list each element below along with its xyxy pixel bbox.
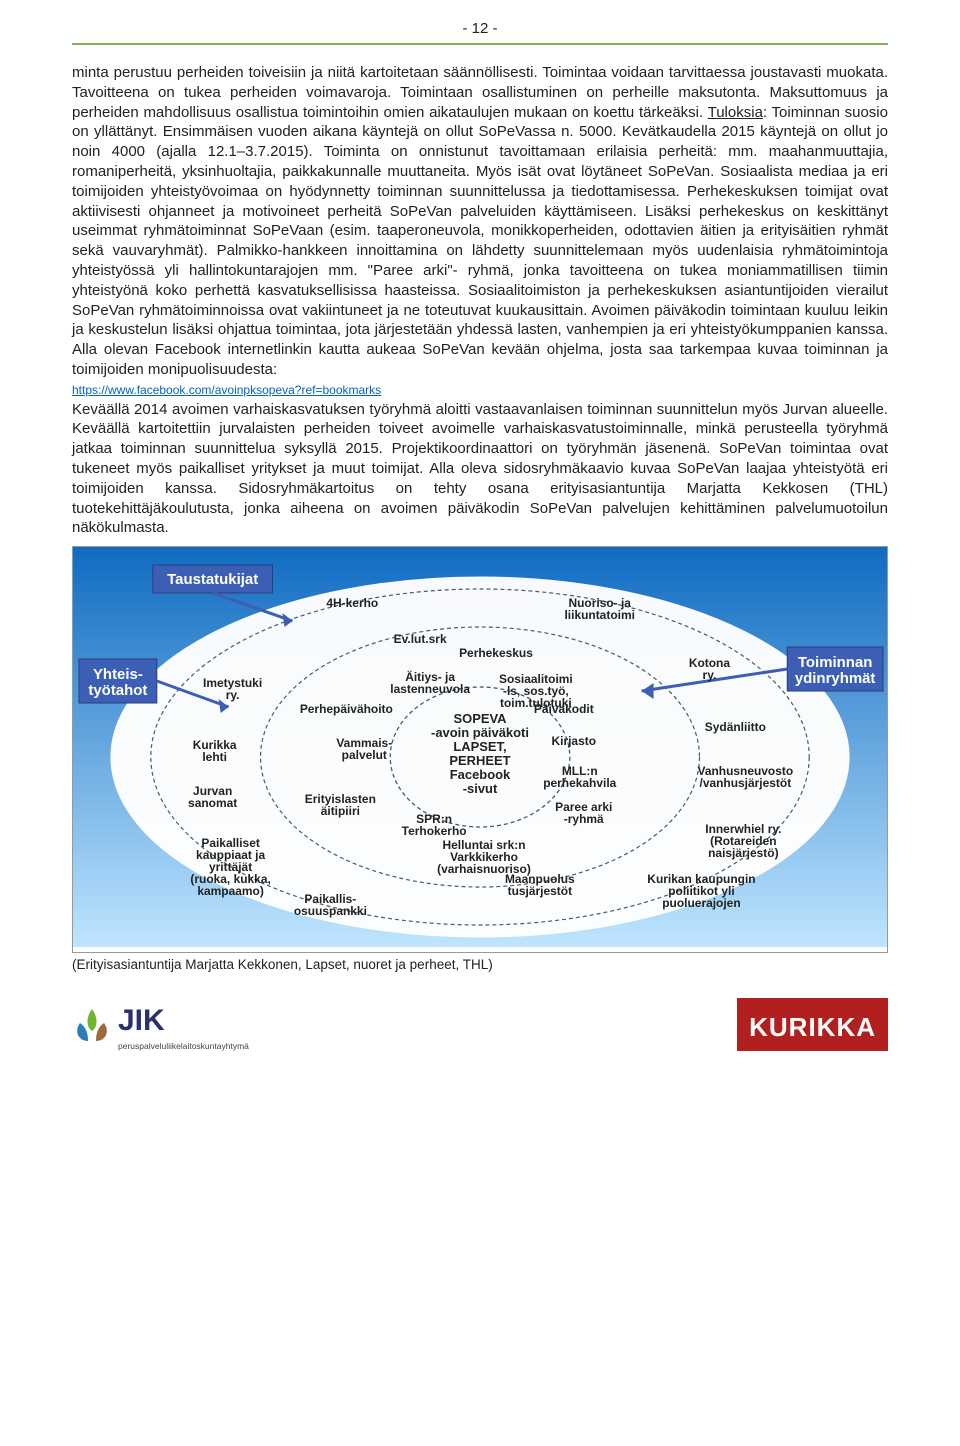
facebook-link[interactable]: https://www.facebook.com/avoinpksopeva?r… xyxy=(72,383,381,397)
stakeholder-diagram: Taustatukijat Yhteis-työtahot Toiminnanydi… xyxy=(72,546,888,953)
svg-text:Helluntai srk:nVarkkikerho(var: Helluntai srk:nVarkkikerho(varhaisnuoris… xyxy=(437,838,531,876)
body-paragraph-1: minta perustuu perheiden toiveisiin ja n… xyxy=(72,63,888,380)
facebook-link-line: https://www.facebook.com/avoinpksopeva?r… xyxy=(72,380,888,400)
diagram-caption: (Erityisasiantuntija Marjatta Kekkonen, … xyxy=(72,957,888,972)
svg-text:Innerwhiel ry.(Rotareidennaisj: Innerwhiel ry.(Rotareidennaisjärjestö) xyxy=(705,822,781,860)
svg-text:Maanpuolustusjärjestöt: Maanpuolustusjärjestöt xyxy=(505,872,575,898)
jik-logo: JIK peruspalveluliikelaitoskuntayhtymä xyxy=(72,1006,249,1051)
svg-text:JIK: JIK xyxy=(118,1006,165,1036)
svg-text:4H-kerho: 4H-kerho xyxy=(326,596,378,610)
svg-text:Toiminnanydinryhmät: Toiminnanydinryhmät xyxy=(795,654,876,687)
body-paragraph-2: Keväällä 2014 avoimen varhaiskasvatuksen… xyxy=(72,400,888,539)
svg-text:Yhteis-työtahot: Yhteis-työtahot xyxy=(88,666,147,699)
page-number: - 12 - xyxy=(72,20,888,37)
svg-text:Perhepäivähoito: Perhepäivähoito xyxy=(300,702,393,716)
jik-subtitle: peruspalveluliikelaitoskuntayhtymä xyxy=(118,1041,249,1051)
header-rule xyxy=(72,43,888,45)
svg-text:Perhekeskus: Perhekeskus xyxy=(459,646,533,660)
jik-leaf-icon xyxy=(72,1007,112,1051)
svg-text:Jurvansanomat: Jurvansanomat xyxy=(188,784,237,810)
jik-wordmark: JIK xyxy=(118,1006,182,1036)
svg-text:Paikallis-osuuspankki: Paikallis-osuuspankki xyxy=(294,892,367,918)
svg-text:Vammais-palvelut: Vammais-palvelut xyxy=(336,736,392,762)
page-footer: JIK peruspalveluliikelaitoskuntayhtymä K… xyxy=(72,998,888,1051)
tuloksia-label: Tuloksia xyxy=(708,104,763,121)
svg-text:Sydänliitto: Sydänliitto xyxy=(705,720,766,734)
svg-text:Vanhusneuvosto/vanhusjärjestöt: Vanhusneuvosto/vanhusjärjestöt xyxy=(698,764,794,790)
svg-text:Sosiaalitoimi-ls, sos.työ,toim: Sosiaalitoimi-ls, sos.työ,toim.tulotuki xyxy=(499,672,573,710)
svg-text:Nuoriso- jaliikuntatoimi: Nuoriso- jaliikuntatoimi xyxy=(564,596,634,622)
p1-rest: : Toiminnan suosio on yllättänyt. Ensimm… xyxy=(72,104,888,378)
kurikka-logo: KURIKKA xyxy=(737,998,888,1051)
svg-text:Kirjasto: Kirjasto xyxy=(552,734,597,748)
svg-text:Taustatukijat: Taustatukijat xyxy=(167,571,258,588)
svg-text:Ev.lut.srk: Ev.lut.srk xyxy=(394,632,447,646)
